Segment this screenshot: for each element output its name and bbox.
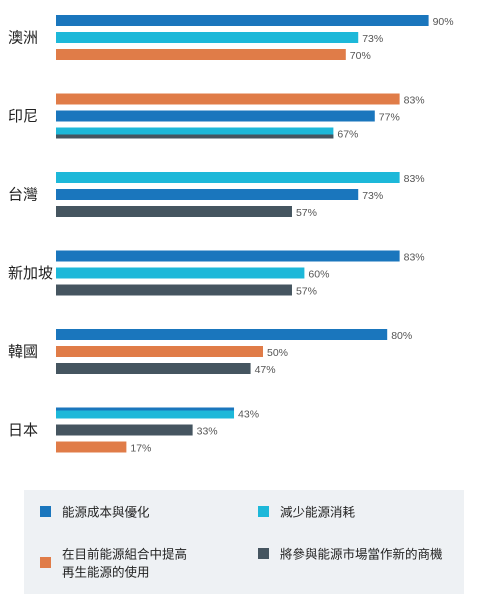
country-label: 韓國 [8, 343, 38, 361]
value-label: 83% [404, 173, 425, 185]
bar-overlay-business [56, 134, 334, 139]
country-label: 澳洲 [8, 29, 38, 47]
country-label: 日本 [8, 421, 38, 439]
value-label: 17% [130, 443, 151, 455]
legend-swatch [258, 506, 269, 517]
legend-label: 減少能源消耗 [280, 505, 356, 520]
bar-cost [56, 250, 400, 262]
bar-reduce [56, 267, 305, 279]
legend-item-business: 將參與能源市場當作新的商機 [258, 547, 443, 562]
group-5: 韓國 80% 50% 47% [8, 329, 412, 376]
group-6: 日本 43% 33% 17% [8, 407, 259, 455]
group-2: 印尼 83% 77% 67% [8, 93, 425, 141]
value-label: 60% [308, 269, 329, 281]
bar-renewable [56, 346, 263, 357]
bar-reduce [56, 172, 400, 183]
bar-reduce [56, 407, 235, 419]
bar-cost [56, 329, 388, 340]
bar-cost [56, 15, 429, 26]
legend-item-reduce: 減少能源消耗 [258, 505, 356, 520]
bar-business [56, 284, 292, 296]
bars-layer: 澳洲 90% 73% 70% 印尼 83% 77% 67% 台灣 83% 73% 57% 新加坡 83% 6… [8, 15, 454, 455]
group-1: 澳洲 90% 73% 70% [8, 15, 454, 62]
bar-cost [56, 189, 359, 200]
legend-swatch [40, 557, 51, 568]
bar-renewable [56, 441, 127, 453]
bar-reduce [56, 127, 334, 139]
value-label: 90% [433, 16, 454, 28]
bar-cost [56, 110, 375, 122]
value-label: 43% [238, 409, 259, 421]
group-4: 新加坡 83% 60% 57% [8, 250, 425, 298]
group-3: 台灣 83% 73% 57% [8, 172, 425, 219]
legend-label: 在目前能源組合中提高 [62, 547, 187, 562]
value-label: 80% [391, 330, 412, 342]
country-label: 台灣 [8, 186, 38, 204]
value-label: 47% [255, 364, 276, 376]
country-label: 新加坡 [8, 264, 53, 282]
value-label: 73% [362, 33, 383, 45]
bar-business [56, 206, 292, 217]
legend-background [24, 490, 464, 594]
legend-swatch [258, 548, 269, 559]
value-label: 73% [362, 190, 383, 202]
bar-business [56, 363, 251, 374]
value-label: 83% [404, 252, 425, 264]
bar-overlay-cost [56, 407, 235, 411]
value-label: 57% [296, 207, 317, 219]
value-label: 57% [296, 286, 317, 298]
legend-label: 能源成本與優化 [62, 505, 150, 520]
legend-label: 將參與能源市場當作新的商機 [280, 547, 443, 562]
bar-reduce [56, 32, 359, 43]
legend-item-cost: 能源成本與優化 [40, 505, 150, 520]
bar-business [56, 424, 193, 436]
value-label: 70% [350, 50, 371, 62]
legend-swatch [40, 506, 51, 517]
legend-label: 再生能源的使用 [62, 565, 150, 580]
value-label: 50% [267, 347, 288, 359]
bar-renewable [56, 93, 400, 105]
bar-renewable [56, 49, 346, 60]
value-label: 83% [404, 95, 425, 107]
country-label: 印尼 [8, 107, 38, 125]
value-label: 67% [337, 129, 358, 141]
value-label: 77% [379, 112, 400, 124]
value-label: 33% [197, 426, 218, 438]
